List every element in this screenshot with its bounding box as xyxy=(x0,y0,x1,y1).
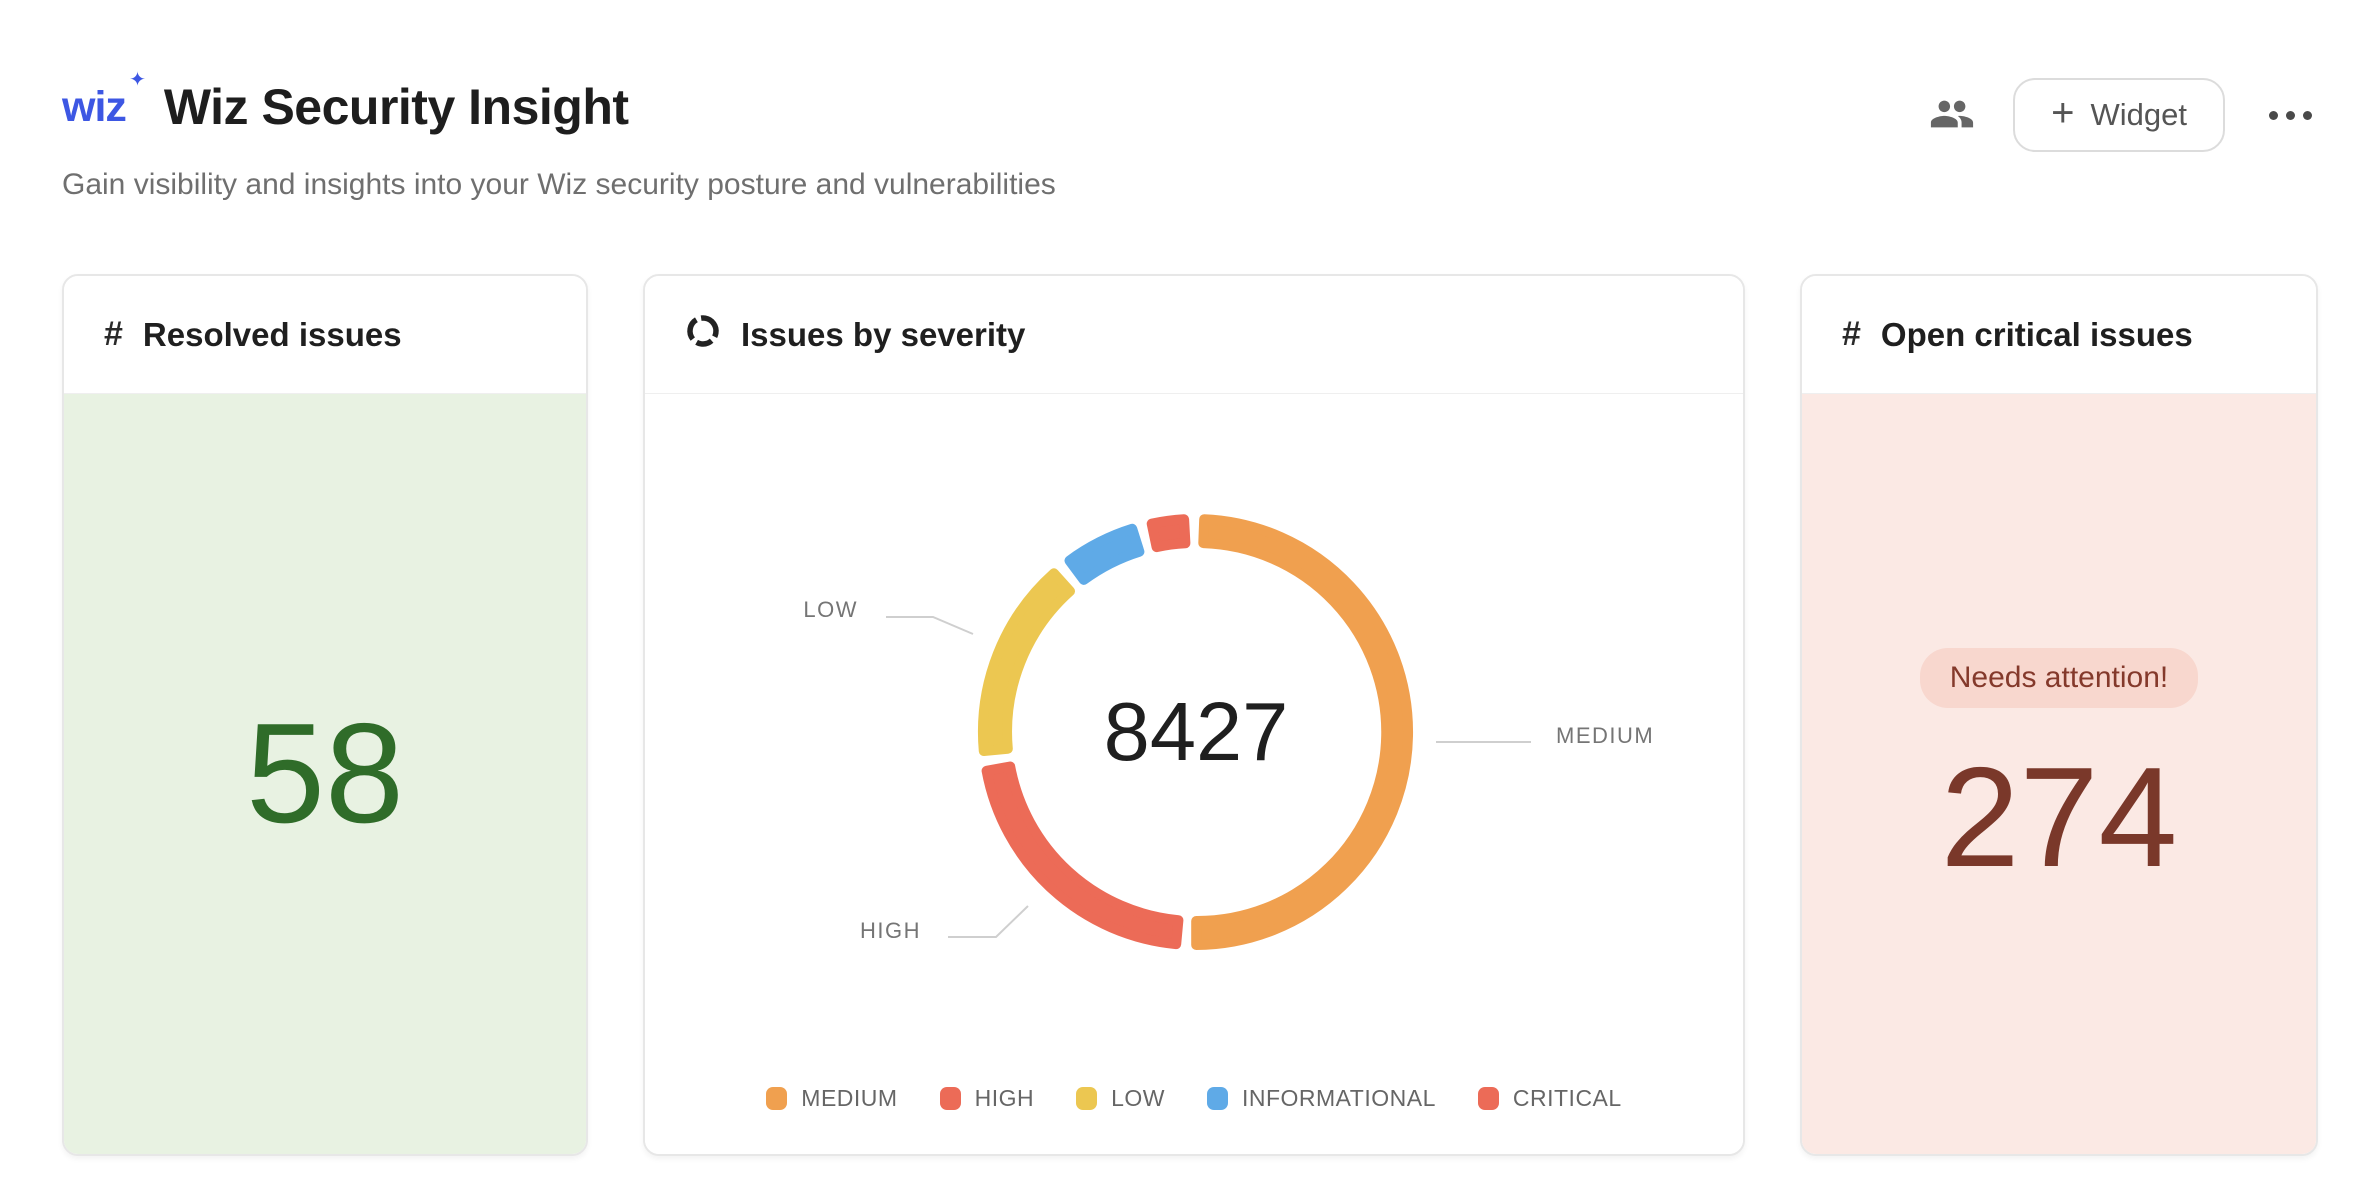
legend-item-medium[interactable]: MEDIUM xyxy=(766,1085,897,1112)
share-users-button[interactable] xyxy=(1929,91,1975,140)
legend-item-high[interactable]: HIGH xyxy=(939,1084,1035,1112)
donut-chart-icon xyxy=(685,313,721,357)
card-open-critical-issues-header: # Open critical issues xyxy=(1802,276,2316,394)
callout-line-high xyxy=(948,905,1029,938)
legend-label: LOW xyxy=(1111,1084,1165,1111)
card-resolved-issues: # Resolved issues 58 xyxy=(62,274,588,1156)
card-issues-by-severity-title: Issues by severity xyxy=(741,315,1026,353)
donut-segment-low[interactable] xyxy=(977,568,1075,756)
legend-swatch-high xyxy=(939,1086,961,1110)
resolved-issues-value: 58 xyxy=(246,694,404,853)
card-resolved-issues-title: Resolved issues xyxy=(142,315,402,353)
legend-label: MEDIUM xyxy=(801,1084,898,1111)
plus-icon: + xyxy=(2051,91,2075,135)
card-open-critical-issues: # Open critical issues Needs attention! … xyxy=(1800,274,2318,1156)
card-issues-by-severity-body: 8427 LOW MEDIUM HIGH MEDIUM HIGH LOW INFORM… xyxy=(645,394,1743,1154)
page-title: Wiz Security Insight xyxy=(163,79,629,135)
card-open-critical-issues-title: Open critical issues xyxy=(1880,315,2193,353)
legend-label: HIGH xyxy=(974,1084,1035,1111)
wiz-logo: wiz ✦ xyxy=(62,70,146,131)
dashboard-header: wiz ✦ Wiz Security Insight Gain visibili… xyxy=(0,0,2378,202)
more-menu-button[interactable] xyxy=(2263,99,2318,132)
donut-segment-informational[interactable] xyxy=(1064,523,1145,585)
needs-attention-badge: Needs attention! xyxy=(1919,648,2199,708)
add-widget-button[interactable]: + Widget xyxy=(2013,78,2225,152)
legend-swatch-informational xyxy=(1206,1086,1228,1110)
legend-item-low[interactable]: LOW xyxy=(1076,1085,1165,1112)
callout-label-high: HIGH xyxy=(860,918,921,943)
wiz-logo-text: wiz xyxy=(62,82,127,131)
header-actions: + Widget xyxy=(1929,78,2318,152)
ellipsis-icon xyxy=(2269,110,2278,120)
severity-total: 8427 xyxy=(1103,685,1289,778)
callout-line-low xyxy=(886,616,974,635)
callout-label-low: LOW xyxy=(803,597,858,622)
callout-label-medium: MEDIUM xyxy=(1556,723,1655,748)
title-block: wiz ✦ Wiz Security Insight Gain visibili… xyxy=(62,70,1056,202)
severity-legend: MEDIUM HIGH LOW INFORMATIONAL CRITICAL xyxy=(645,1054,1743,1154)
card-resolved-issues-body: 58 xyxy=(64,394,586,1154)
card-issues-by-severity: Issues by severity 8427 LOW MEDIUM HIGH … xyxy=(643,274,1745,1156)
severity-donut-chart[interactable]: 8427 LOW MEDIUM HIGH xyxy=(645,394,1743,1054)
card-resolved-issues-header: # Resolved issues xyxy=(64,276,586,394)
legend-swatch-medium xyxy=(766,1086,788,1110)
legend-item-critical[interactable]: CRITICAL xyxy=(1477,1084,1622,1112)
page-subtitle: Gain visibility and insights into your W… xyxy=(62,168,1056,201)
legend-label: INFORMATIONAL xyxy=(1241,1084,1436,1111)
widgets-row: # Resolved issues 58 Issues by severity xyxy=(0,274,2378,1156)
legend-swatch-critical xyxy=(1477,1086,1499,1110)
open-critical-issues-value: 274 xyxy=(1940,738,2178,897)
number-widget-icon: # xyxy=(104,315,123,353)
add-widget-label: Widget xyxy=(2090,97,2187,132)
legend-label: CRITICAL xyxy=(1512,1084,1622,1111)
donut-segment-medium[interactable] xyxy=(1191,514,1414,950)
legend-item-informational[interactable]: INFORMATIONAL xyxy=(1206,1084,1436,1112)
number-widget-icon: # xyxy=(1842,315,1861,353)
card-issues-by-severity-header: Issues by severity xyxy=(645,276,1743,394)
donut-segment-critical[interactable] xyxy=(1146,514,1191,553)
users-icon xyxy=(1929,91,1975,140)
severity-donut-svg[interactable] xyxy=(645,394,1745,1054)
card-open-critical-issues-body: Needs attention! 274 xyxy=(1802,394,2316,1154)
sparkle-icon: ✦ xyxy=(129,68,146,91)
donut-segment-high[interactable] xyxy=(981,761,1184,950)
legend-swatch-low xyxy=(1076,1086,1098,1110)
